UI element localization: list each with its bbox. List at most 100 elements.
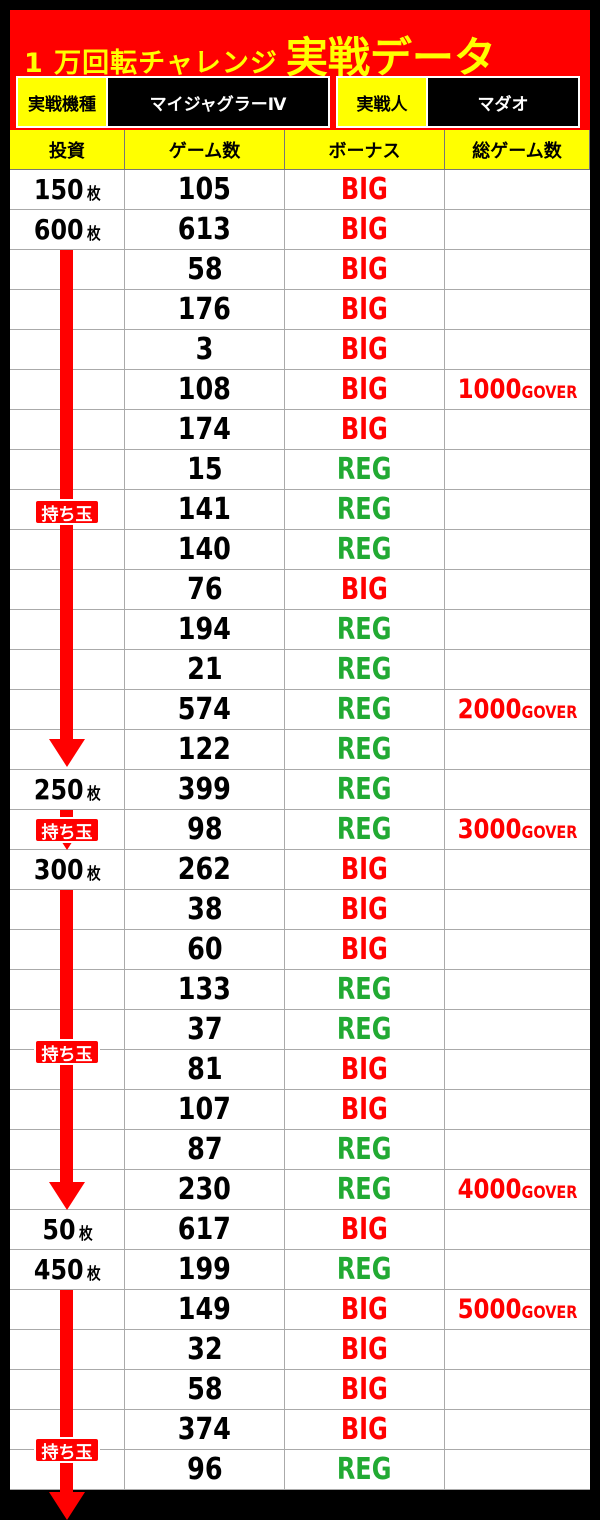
table-row: 21 REG [10, 650, 590, 690]
bonus-cell: BIG [285, 570, 445, 609]
investment-cell [10, 610, 125, 649]
total-games-cell [445, 530, 590, 569]
arrow-down-icon [49, 739, 85, 767]
games-cell: 38 [125, 890, 285, 929]
total-games-cell: 3000GOVER [457, 814, 578, 845]
investment-cell [10, 1290, 125, 1329]
table-row: 176 BIG [10, 290, 590, 330]
investment-cell: 300 枚 [10, 850, 125, 889]
games-cell: 140 [125, 530, 285, 569]
total-games-cell [445, 1130, 590, 1169]
investment-cell [10, 1370, 125, 1409]
total-games-cell: 4000GOVER [457, 1174, 578, 1205]
col-games: ゲーム数 [125, 130, 285, 169]
machine-value: マイジャグラーⅣ [108, 78, 328, 126]
investment-cell [10, 690, 125, 729]
bonus-cell: BIG [285, 1210, 445, 1249]
total-games-cell [445, 1370, 590, 1409]
investment-cell [10, 730, 125, 769]
games-cell: 230 [125, 1170, 285, 1209]
investment-cell [10, 290, 125, 329]
total-games-cell: 1000GOVER [457, 374, 578, 405]
machine-info: 実戦機種 マイジャグラーⅣ [16, 76, 330, 128]
total-games-cell [445, 1210, 590, 1249]
total-games-cell [445, 1410, 590, 1449]
total-games-cell [445, 730, 590, 769]
bonus-cell: BIG [285, 330, 445, 369]
bonus-cell: REG [285, 1010, 445, 1049]
mochidama-label: 持ち玉 [34, 1437, 100, 1463]
bonus-cell: REG [285, 650, 445, 689]
bonus-cell: BIG [285, 1090, 445, 1129]
bonus-cell: BIG [285, 370, 445, 409]
games-cell: 107 [125, 1090, 285, 1129]
machine-label: 実戦機種 [18, 78, 108, 126]
bonus-cell: BIG [285, 1410, 445, 1449]
col-total-games: 総ゲーム数 [445, 130, 590, 169]
table-header: 投資 ゲーム数 ボーナス 総ゲーム数 [10, 130, 590, 170]
games-cell: 37 [125, 1010, 285, 1049]
games-cell: 141 [125, 490, 285, 529]
total-games-cell [445, 890, 590, 929]
investment-cell [10, 1330, 125, 1369]
bonus-cell: REG [285, 530, 445, 569]
games-cell: 3 [125, 330, 285, 369]
bonus-cell: REG [285, 450, 445, 489]
bonus-cell: BIG [285, 410, 445, 449]
investment-cell [10, 1450, 125, 1489]
table-row: 149 BIG 5000GOVER [10, 1290, 590, 1330]
data-table: 投資 ゲーム数 ボーナス 総ゲーム数 150 枚 105 BIG 600 枚 613… [10, 130, 590, 1490]
total-games-cell [445, 850, 590, 889]
investment-cell [10, 1410, 125, 1449]
total-games-cell [445, 650, 590, 689]
bonus-cell: REG [285, 1170, 445, 1209]
games-cell: 96 [125, 1450, 285, 1489]
games-cell: 613 [125, 210, 285, 249]
table-row: 38 BIG [10, 890, 590, 930]
table-row: 58 BIG [10, 1370, 590, 1410]
table-row: 32 BIG [10, 1330, 590, 1370]
bonus-cell: BIG [285, 210, 445, 249]
investment-cell: 250 枚 [10, 770, 125, 809]
table-row: 140 REG [10, 530, 590, 570]
player-label: 実戦人 [338, 78, 428, 126]
bonus-cell: BIG [285, 930, 445, 969]
investment-cell: 150 枚 [10, 170, 125, 209]
arrow-shaft [60, 890, 73, 1184]
bonus-cell: REG [285, 970, 445, 1009]
bonus-cell: REG [285, 610, 445, 649]
player-info: 実戦人 マダオ [336, 76, 580, 128]
table-row: 194 REG [10, 610, 590, 650]
investment-cell [10, 810, 125, 849]
games-cell: 199 [125, 1250, 285, 1289]
total-games-cell: 5000GOVER [457, 1294, 578, 1325]
investment-cell [10, 250, 125, 289]
total-games-cell [445, 330, 590, 369]
bonus-cell: REG [285, 1250, 445, 1289]
games-cell: 60 [125, 930, 285, 969]
table-row: 374 BIG [10, 1410, 590, 1450]
games-cell: 174 [125, 410, 285, 449]
investment-cell [10, 930, 125, 969]
games-cell: 262 [125, 850, 285, 889]
mochidama-label: 持ち玉 [34, 817, 100, 843]
games-cell: 81 [125, 1050, 285, 1089]
col-investment: 投資 [10, 130, 125, 169]
bonus-cell: BIG [285, 1330, 445, 1369]
total-games-cell [445, 610, 590, 649]
total-games-cell [445, 490, 590, 529]
total-games-cell [445, 210, 590, 249]
bonus-cell: BIG [285, 850, 445, 889]
table-row: 76 BIG [10, 570, 590, 610]
table-row: 450 枚 199 REG [10, 1250, 590, 1290]
arrow-shaft [60, 1290, 73, 1494]
bonus-cell: BIG [285, 170, 445, 209]
header-banner: 1 万回転チャレンジ 実戦データ 実戦機種 マイジャグラーⅣ 実戦人 マダオ [10, 10, 590, 130]
total-games-cell [445, 1250, 590, 1289]
bonus-cell: BIG [285, 1370, 445, 1409]
games-cell: 122 [125, 730, 285, 769]
bonus-cell: BIG [285, 1050, 445, 1089]
investment-cell [10, 330, 125, 369]
games-cell: 194 [125, 610, 285, 649]
table-row: 96 REG [10, 1450, 590, 1490]
